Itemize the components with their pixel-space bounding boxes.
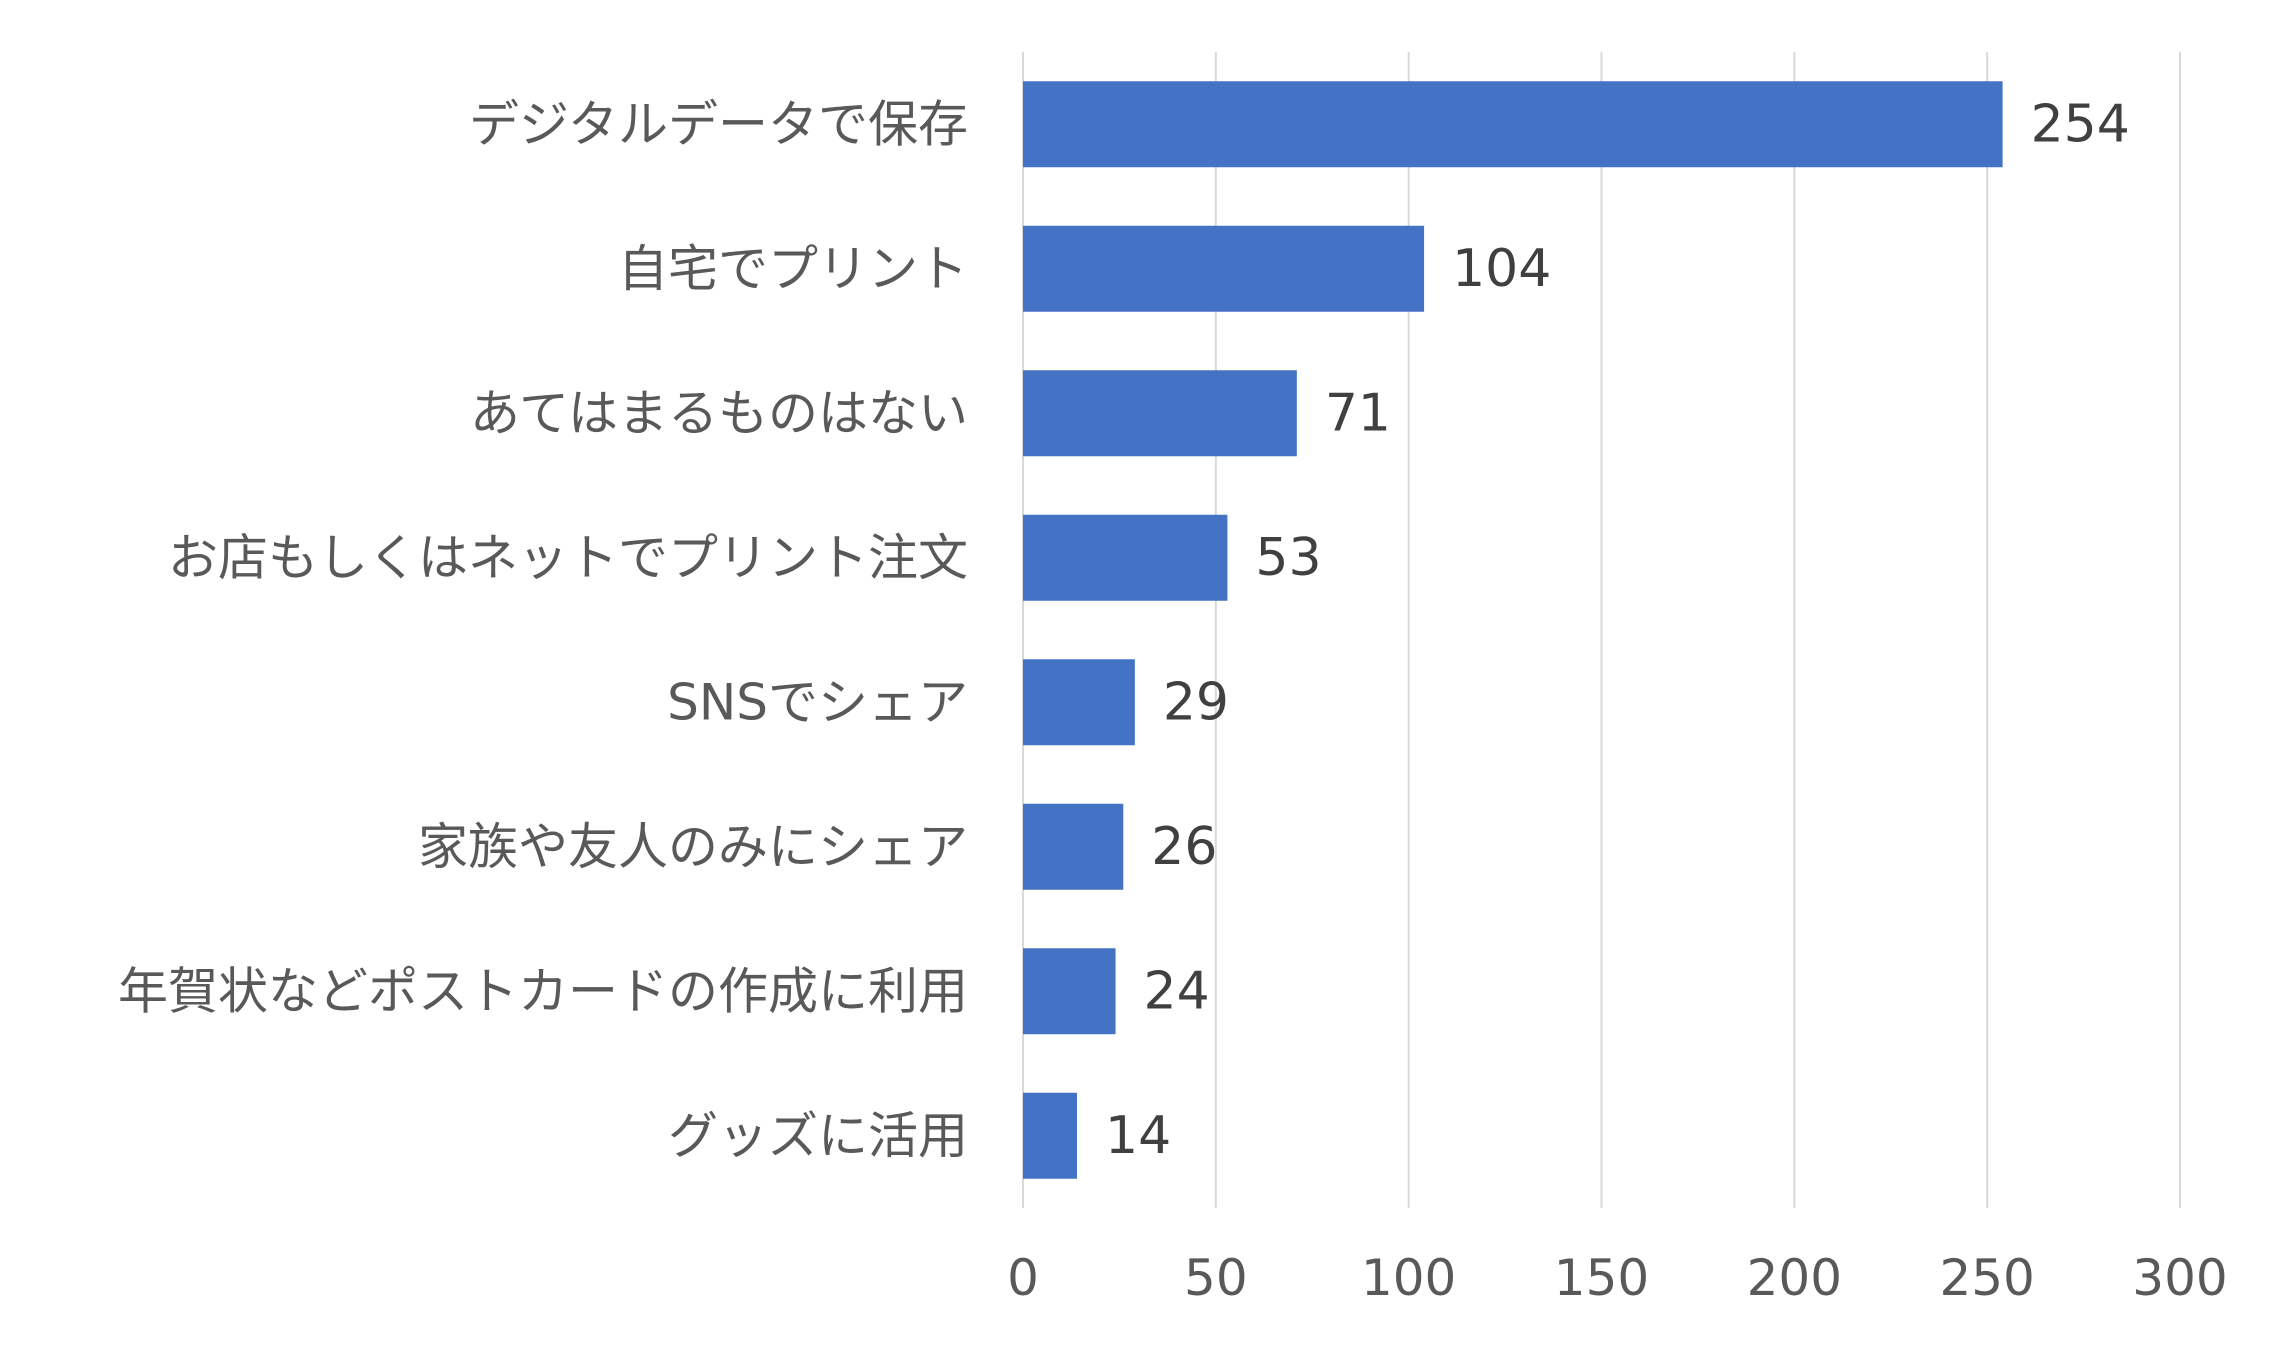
x-tick-label: 200 bbox=[1747, 1249, 1842, 1307]
category-label: あてはまるものはない bbox=[470, 384, 968, 442]
data-label: 29 bbox=[1163, 672, 1229, 732]
data-label: 71 bbox=[1325, 383, 1391, 443]
value-labels: 254 104 71 53 29 26 24 14 bbox=[1105, 94, 2130, 1166]
data-label: 24 bbox=[1144, 961, 1210, 1021]
category-label: 家族や友人のみにシェア bbox=[418, 818, 968, 876]
bar bbox=[1023, 225, 1425, 312]
x-tick-label: 250 bbox=[1939, 1249, 2034, 1307]
data-label: 14 bbox=[1105, 1106, 1171, 1166]
data-label: 254 bbox=[2031, 94, 2130, 154]
bar bbox=[1023, 81, 2003, 168]
bar bbox=[1023, 1092, 1077, 1179]
x-tick-label: 300 bbox=[2132, 1249, 2227, 1307]
x-tick-label: 150 bbox=[1554, 1249, 1649, 1307]
x-tick-label: 0 bbox=[1007, 1249, 1039, 1307]
data-label: 104 bbox=[1452, 239, 1551, 299]
category-label: お店もしくはネットでプリント注文 bbox=[168, 529, 968, 587]
bar bbox=[1023, 659, 1135, 746]
data-label: 26 bbox=[1151, 817, 1217, 877]
x-tick-label: 100 bbox=[1361, 1249, 1456, 1307]
gridlines bbox=[1022, 52, 2181, 1208]
category-label: グッズに活用 bbox=[668, 1107, 968, 1165]
bar bbox=[1023, 948, 1116, 1035]
bars bbox=[1023, 81, 2003, 1179]
category-label: 自宅でプリント bbox=[618, 240, 968, 298]
category-label: デジタルデータで保存 bbox=[469, 95, 968, 153]
bar bbox=[1023, 514, 1228, 601]
x-tick-label: 50 bbox=[1184, 1249, 1248, 1307]
bar bbox=[1023, 370, 1297, 457]
bar bbox=[1023, 803, 1124, 890]
x-axis-tick-labels: 0 50 100 150 200 250 300 bbox=[1007, 1249, 2228, 1307]
category-label: 年賀状などポストカードの作成に利用 bbox=[118, 962, 968, 1020]
category-label: SNSでシェア bbox=[667, 673, 968, 731]
data-label: 53 bbox=[1255, 528, 1321, 588]
category-labels: デジタルデータで保存自宅でプリントあてはまるものはないお店もしくはネットでプリン… bbox=[118, 95, 968, 1165]
